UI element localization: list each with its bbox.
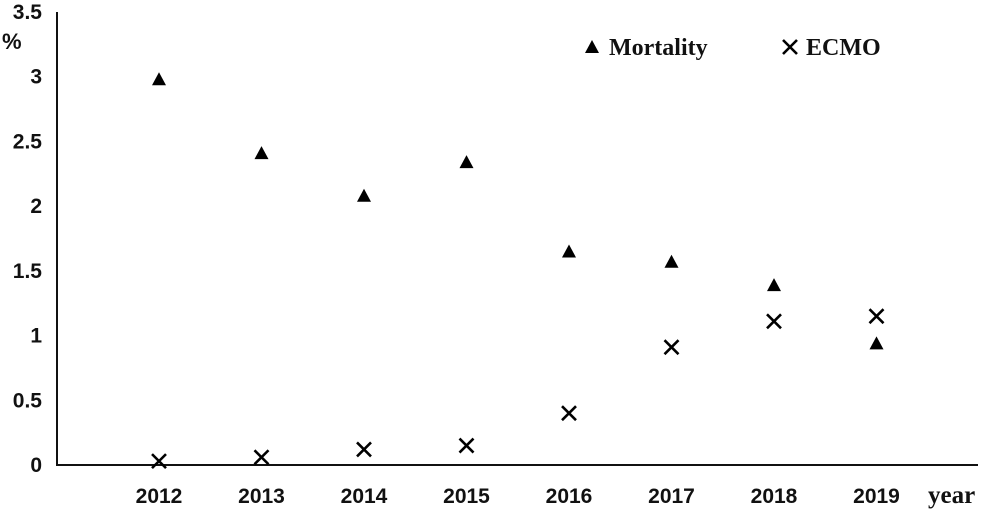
legend-label-mortality: Mortality bbox=[609, 35, 708, 61]
x-tick-label: 2012 bbox=[136, 485, 183, 508]
y-axis-ticks: 0 0.5 1 1.5 2 2.5 3 3.5 bbox=[13, 1, 43, 477]
ecmo-point bbox=[151, 453, 167, 470]
ecmo-point bbox=[253, 449, 270, 466]
x-tick-label: 2013 bbox=[238, 485, 285, 508]
mortality-point bbox=[152, 72, 166, 86]
mortality-point bbox=[767, 278, 781, 292]
y-tick-label: 3 bbox=[30, 66, 42, 89]
mortality-point bbox=[459, 155, 474, 169]
legend: Mortality ECMO bbox=[585, 35, 881, 61]
legend-marker-triangle bbox=[585, 40, 599, 53]
x-tick-label: 2017 bbox=[648, 485, 695, 508]
x-tick-label: 2019 bbox=[853, 485, 900, 508]
y-tick-label: 2.5 bbox=[13, 130, 43, 153]
y-tick-label: 1.5 bbox=[13, 260, 43, 283]
y-tick-label: 2 bbox=[30, 195, 42, 218]
mortality-point bbox=[357, 188, 371, 202]
ecmo-point bbox=[663, 339, 680, 356]
series-ecmo bbox=[151, 308, 885, 470]
x-tick-label: 2016 bbox=[546, 485, 593, 508]
x-axis-ticks: 2012 2013 2014 2015 2016 2017 2018 2019 bbox=[136, 485, 900, 508]
x-tick-label: 2015 bbox=[443, 485, 490, 508]
x-axis-label: year bbox=[928, 482, 975, 509]
ecmo-point bbox=[868, 308, 885, 325]
y-axis-label: % bbox=[2, 29, 22, 54]
mortality-point bbox=[562, 244, 576, 258]
x-tick-label: 2018 bbox=[751, 485, 798, 508]
series-mortality bbox=[152, 72, 884, 350]
x-tick-label: 2014 bbox=[341, 485, 388, 508]
y-tick-label: 1 bbox=[30, 325, 42, 348]
ecmo-point bbox=[766, 313, 782, 330]
ecmo-point bbox=[561, 405, 577, 422]
legend-label-ecmo: ECMO bbox=[806, 35, 881, 61]
ecmo-point bbox=[356, 441, 372, 458]
y-tick-label: 0 bbox=[30, 454, 42, 477]
mortality-point bbox=[254, 146, 269, 160]
mortality-point bbox=[869, 336, 884, 350]
series-layer bbox=[151, 72, 885, 470]
legend-item-ecmo: ECMO bbox=[782, 35, 881, 61]
legend-item-mortality: Mortality bbox=[585, 35, 708, 61]
y-tick-label: 3.5 bbox=[13, 1, 43, 24]
y-tick-label: 0.5 bbox=[13, 389, 43, 412]
ecmo-point bbox=[458, 437, 475, 454]
mortality-point bbox=[664, 254, 679, 268]
legend-marker-cross bbox=[782, 39, 798, 55]
